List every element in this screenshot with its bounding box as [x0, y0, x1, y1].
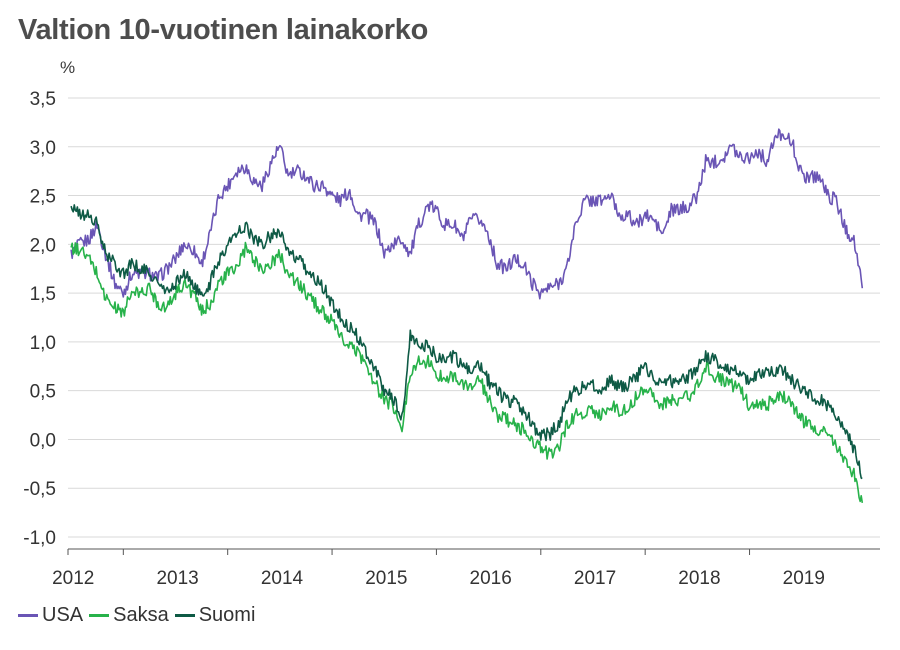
chart-title: Valtion 10-vuotinen lainakorko: [18, 14, 428, 46]
y-tick-label: -0,5: [23, 479, 56, 500]
legend-label-suomi: Suomi: [198, 604, 256, 626]
y-tick-label: 1,0: [30, 333, 56, 354]
y-tick-label: 3,5: [30, 89, 56, 110]
y-tick-label: -1,0: [23, 528, 56, 549]
x-tick-label: 2013: [156, 568, 198, 589]
series-line-usa: [70, 128, 864, 300]
legend-swatch-suomi: [174, 614, 195, 617]
line-chart: -1,0 -0,5 0,0 0,5 1,0 1,5 2,0 2,5 3,0 3,5 2012 2013…: [23, 89, 880, 589]
x-tick-label: 2017: [574, 568, 616, 589]
legend-swatch-usa: [18, 614, 38, 617]
tick-labels: -1,0 -0,5 0,0 0,5 1,0 1,5 2,0 2,5 3,0 3,5 2012 2013…: [23, 89, 825, 589]
legend-label-saksa: Saksa: [113, 604, 169, 626]
gridlines: [68, 97, 880, 538]
legend-swatch-saksa: [89, 614, 110, 617]
legend-item-suomi: Suomi: [174, 604, 256, 627]
legend-item-usa: USA: [18, 604, 83, 627]
y-tick-label: 2,0: [30, 235, 56, 256]
x-tick-label: 2015: [365, 568, 407, 589]
y-tick-label: 2,5: [30, 187, 56, 208]
y-tick-label: 0,0: [30, 430, 56, 451]
legend: USA Saksa Suomi: [18, 604, 261, 627]
y-axis-unit: %: [60, 58, 76, 77]
x-tick-label: 2018: [678, 568, 720, 589]
series-line-suomi: [70, 204, 863, 480]
x-tick-label: 2016: [470, 568, 512, 589]
legend-label-usa: USA: [42, 604, 84, 626]
y-tick-label: 1,5: [30, 284, 56, 305]
y-tick-label: 3,0: [30, 138, 56, 159]
x-tick-label: 2019: [783, 568, 825, 589]
legend-item-saksa: Saksa: [89, 604, 169, 627]
x-tick-label: 2014: [261, 568, 304, 589]
series-line-saksa: [70, 241, 864, 504]
y-tick-label: 0,5: [30, 382, 56, 403]
series-lines: [70, 128, 864, 504]
axes: [67, 548, 880, 555]
x-tick-label: 2012: [52, 568, 94, 589]
